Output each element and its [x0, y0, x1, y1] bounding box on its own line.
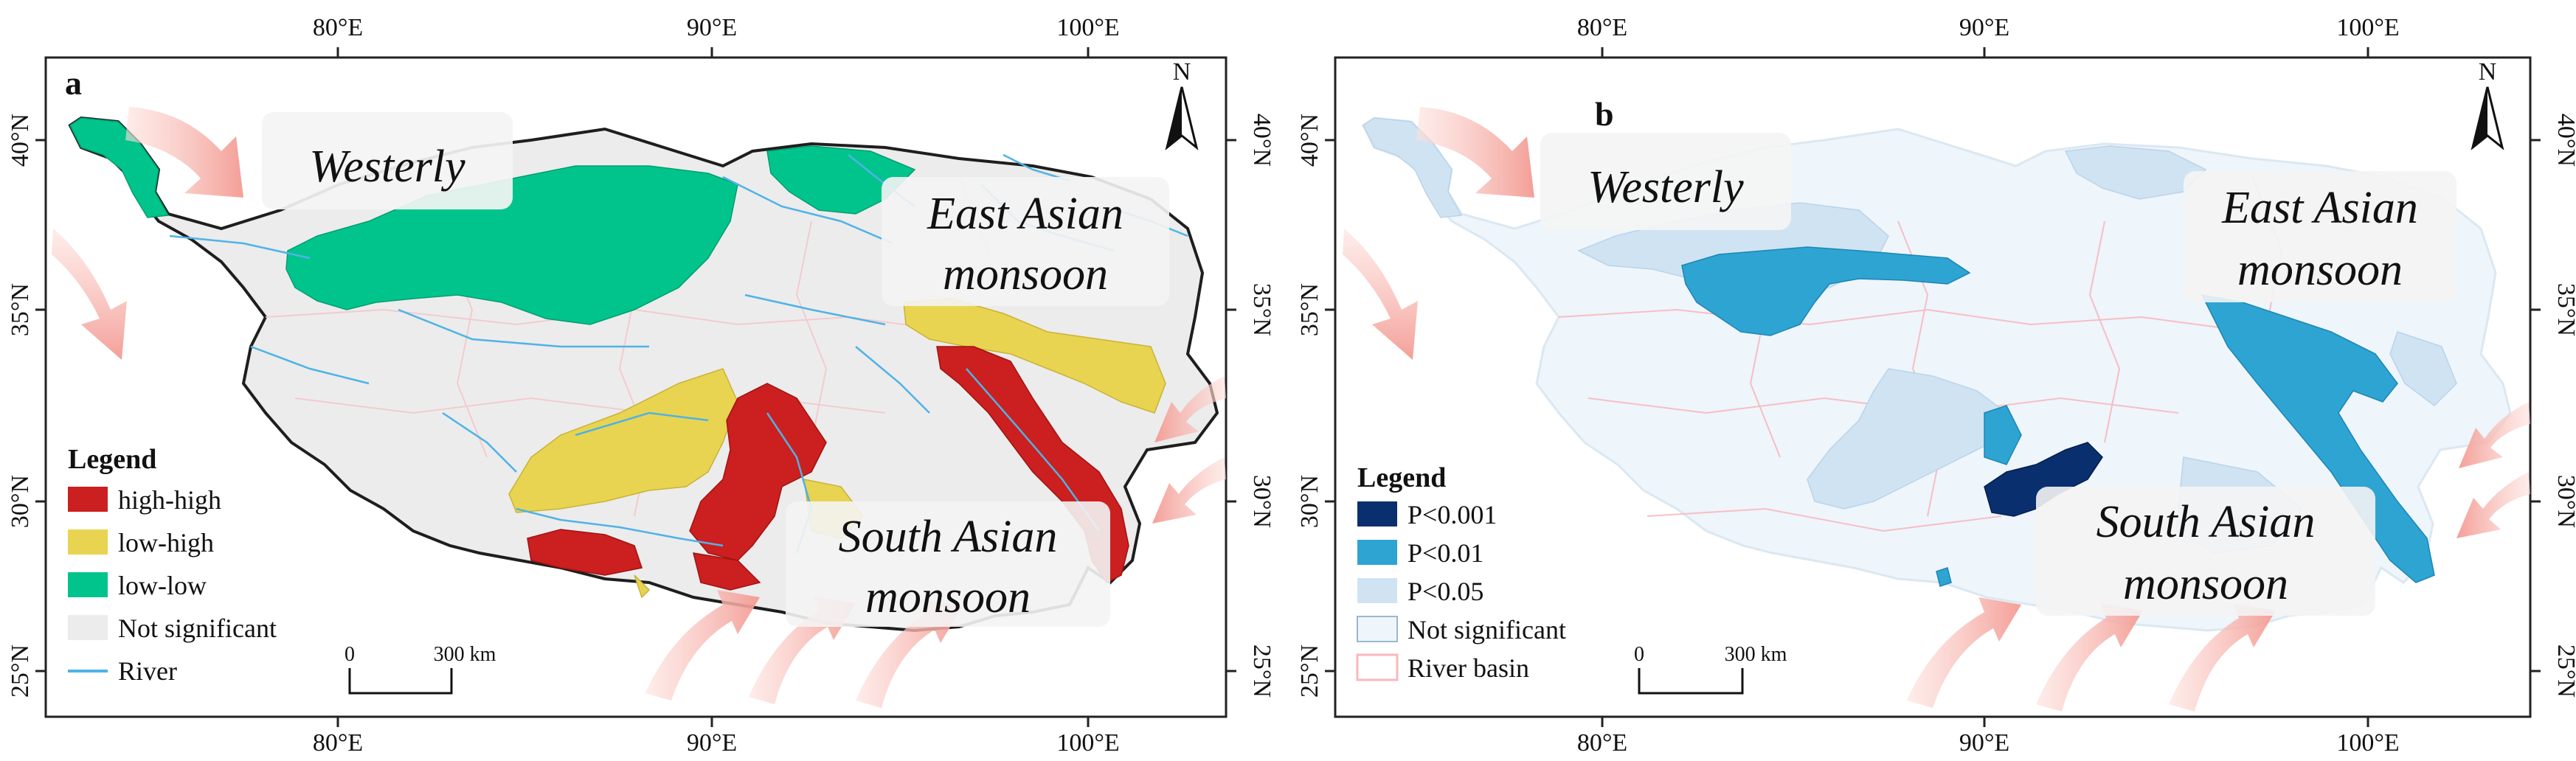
legend-a-label-river: River — [118, 656, 177, 686]
tick-labels-b: 80°E 90°E 100°E 80°E 90°E 100°E 40°N 35°… — [1296, 14, 2576, 757]
legend-b-label-river-basin: River basin — [1408, 653, 1529, 683]
tick-labels-a: 80°E 90°E 100°E 80°E 90°E 100°E 40°N 35°… — [7, 14, 1275, 757]
svg-text:35°N: 35°N — [1248, 283, 1275, 336]
svg-text:25°N: 25°N — [1248, 644, 1275, 698]
svg-text:30°N: 30°N — [1296, 475, 1323, 528]
low-low-regions — [69, 117, 916, 325]
east-asian-label-b: East Asian monsoon — [2184, 171, 2456, 302]
svg-text:0: 0 — [344, 643, 355, 666]
legend-a-label-not-significant: Not significant — [118, 614, 277, 643]
south-asian-label-a: South Asian monsoon — [786, 501, 1110, 627]
legend-b-swatch-not-significant — [1357, 616, 1398, 642]
legend-b-swatch-p001 — [1357, 501, 1397, 527]
p01-regions — [1681, 246, 2435, 587]
north-arrow-b: N — [2471, 58, 2504, 150]
svg-text:300 km: 300 km — [1725, 643, 1787, 666]
legend-a-label-high-high: high-high — [118, 485, 221, 515]
svg-text:90°E: 90°E — [687, 14, 737, 41]
ticks-b — [1325, 47, 2541, 727]
legend-b-label-p05: P<0.05 — [1408, 577, 1483, 606]
south-asian-label-b: South Asian monsoon — [2036, 487, 2375, 616]
p001-regions — [1984, 442, 2103, 517]
legend-a-swatch-high-high — [68, 487, 108, 512]
east-asian-text-a-1: East Asian — [927, 189, 1123, 239]
svg-text:0: 0 — [1634, 643, 1644, 666]
svg-text:30°N: 30°N — [1248, 475, 1275, 528]
svg-text:100°E: 100°E — [2336, 14, 2399, 41]
westerly-label-a: Westerly — [262, 112, 513, 209]
ticks-a — [35, 47, 1236, 727]
panel-b: Westerly East Asian monsoon South Asian … — [1296, 14, 2576, 757]
svg-text:100°E: 100°E — [1056, 729, 1119, 757]
panel-b-letter: b — [1595, 95, 1614, 133]
legend-a-swatch-low-low — [68, 572, 108, 597]
legend-b-swatch-p05 — [1357, 578, 1397, 603]
svg-text:30°N: 30°N — [7, 475, 34, 528]
svg-text:25°N: 25°N — [2552, 644, 2576, 698]
legend-a: Legend high-high low-high low-low Not si… — [68, 444, 277, 686]
legend-b-swatch-river-basin — [1356, 653, 1399, 681]
westerly-text-a: Westerly — [309, 142, 465, 192]
east-asian-text-b-2: monsoon — [2237, 245, 2403, 295]
svg-text:30°N: 30°N — [2552, 475, 2576, 528]
scale-bar-b: 0 300 km — [1634, 643, 1787, 695]
svg-text:N: N — [2479, 58, 2497, 86]
east-asian-text-b-1: East Asian — [2221, 183, 2418, 233]
svg-text:40°N: 40°N — [1248, 114, 1275, 167]
legend-b-label-not-significant: Not significant — [1408, 615, 1566, 644]
westerly-label-b: Westerly — [1540, 133, 1791, 230]
svg-text:25°N: 25°N — [1296, 644, 1323, 698]
svg-text:80°E: 80°E — [1577, 14, 1627, 41]
svg-text:35°N: 35°N — [1296, 283, 1323, 336]
svg-text:35°N: 35°N — [7, 283, 34, 336]
svg-text:40°N: 40°N — [2552, 114, 2576, 167]
svg-text:25°N: 25°N — [7, 644, 34, 698]
svg-text:300 km: 300 km — [434, 643, 496, 666]
panel-a-letter: a — [65, 64, 82, 102]
legend-a-label-low-low: low-low — [118, 571, 207, 600]
svg-text:100°E: 100°E — [1056, 14, 1119, 41]
legend-a-label-low-high: low-high — [118, 528, 214, 557]
svg-text:40°N: 40°N — [7, 114, 34, 167]
wind-arrows-b — [1343, 107, 2530, 712]
svg-text:90°E: 90°E — [1959, 14, 2009, 41]
south-asian-text-a-2: monsoon — [865, 572, 1031, 622]
panel-a: Westerly East Asian monsoon South Asian … — [7, 14, 1275, 757]
legend-b-label-p01: P<0.01 — [1408, 538, 1483, 568]
south-asian-text-b-2: monsoon — [2123, 559, 2288, 609]
svg-text:100°E: 100°E — [2336, 729, 2399, 757]
south-asian-text-a-1: South Asian — [839, 512, 1058, 562]
svg-text:80°E: 80°E — [313, 14, 363, 41]
svg-text:80°E: 80°E — [313, 729, 363, 757]
svg-text:40°N: 40°N — [1296, 114, 1323, 167]
east-asian-label-a: East Asian monsoon — [882, 177, 1169, 306]
svg-text:N: N — [1173, 58, 1191, 86]
legend-a-title: Legend — [68, 444, 156, 475]
svg-text:80°E: 80°E — [1577, 729, 1627, 757]
svg-text:35°N: 35°N — [2552, 283, 2576, 336]
north-arrow-a: N — [1165, 58, 1199, 150]
legend-b: Legend P<0.001 P<0.01 P<0.05 Not signifi… — [1356, 462, 1566, 683]
legend-a-swatch-not-significant — [68, 615, 108, 640]
scale-bar-a: 0 300 km — [344, 643, 496, 695]
svg-text:90°E: 90°E — [687, 729, 737, 757]
legend-b-swatch-p01 — [1357, 540, 1397, 565]
east-asian-text-a-2: monsoon — [943, 249, 1108, 299]
legend-b-label-p001: P<0.001 — [1408, 500, 1497, 529]
south-asian-text-b-1: South Asian — [2097, 497, 2316, 547]
legend-b-title: Legend — [1357, 462, 1446, 493]
svg-text:90°E: 90°E — [1959, 729, 2009, 757]
legend-a-swatch-low-high — [68, 529, 108, 555]
westerly-text-b: Westerly — [1588, 162, 1744, 212]
